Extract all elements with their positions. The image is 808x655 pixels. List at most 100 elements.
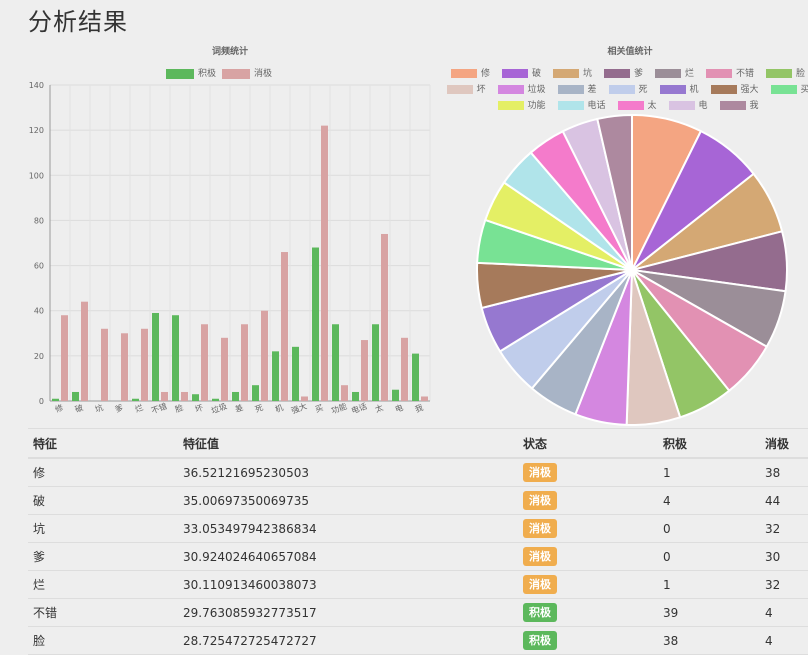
legend-label: 机 — [690, 85, 699, 95]
x-tick-label: 坏 — [194, 402, 205, 414]
page-title: 分析结果 — [28, 2, 128, 37]
pie-legend-item[interactable]: 太 — [618, 98, 657, 111]
x-tick-label: 破 — [74, 402, 85, 414]
legend-label: 坑 — [583, 69, 592, 79]
status-badge: 消极 — [523, 547, 557, 566]
pie-legend-item[interactable]: 功能 — [498, 98, 546, 111]
x-tick-label: 不错 — [150, 401, 168, 416]
pie-legend-item[interactable]: 坑 — [553, 66, 592, 79]
pie-legend-item[interactable]: 差 — [558, 82, 597, 95]
bar-positive — [392, 390, 399, 401]
cell-feature: 爹 — [28, 543, 178, 571]
status-badge: 消极 — [523, 519, 557, 538]
pie-legend-item[interactable]: 买 — [771, 82, 808, 95]
legend-label: 破 — [532, 69, 541, 79]
legend-label: 坏 — [477, 85, 486, 95]
bar-positive — [272, 351, 279, 401]
legend-swatch — [766, 69, 792, 78]
y-tick-label: 80 — [34, 216, 44, 225]
legend-swatch — [618, 101, 644, 110]
legend-swatch — [706, 69, 732, 78]
cell-positive: 4 — [658, 487, 760, 515]
pie-legend-item[interactable]: 不错 — [706, 66, 754, 79]
bar-positive — [332, 324, 339, 401]
bar-positive — [232, 392, 239, 401]
x-tick-label: 垃圾 — [210, 401, 228, 416]
pie-chart — [472, 112, 792, 432]
x-tick-label: 脸 — [174, 402, 185, 414]
pie-legend-item[interactable]: 死 — [609, 82, 648, 95]
bar-positive — [172, 315, 179, 401]
x-tick-label: 死 — [254, 403, 265, 414]
status-badge: 消极 — [523, 491, 557, 510]
pie-legend-item[interactable]: 电话 — [558, 98, 606, 111]
y-tick-label: 0 — [39, 397, 44, 406]
pie-legend-item[interactable]: 烂 — [655, 66, 694, 79]
bar-negative — [301, 396, 308, 401]
bar-negative — [221, 338, 228, 401]
bar-chart: 020406080100120140修破坑爹烂不错脸坏垃圾差死机强大买功能电话太… — [18, 78, 438, 428]
legend-label: 差 — [588, 85, 597, 95]
cell-feature: 脸 — [28, 627, 178, 655]
pie-legend-item[interactable]: 机 — [660, 82, 699, 95]
y-tick-label: 120 — [29, 126, 44, 135]
bar-negative — [81, 302, 88, 401]
pie-legend-item[interactable]: 脸 — [766, 66, 805, 79]
legend-swatch — [609, 85, 635, 94]
cell-feature: 烂 — [28, 571, 178, 599]
legend-swatch — [553, 69, 579, 78]
x-tick-label: 买 — [314, 403, 325, 414]
legend-label: 爹 — [634, 69, 643, 79]
cell-feature: 修 — [28, 458, 178, 487]
legend-swatch — [498, 101, 524, 110]
y-tick-label: 40 — [34, 307, 44, 316]
legend-swatch — [669, 101, 695, 110]
bar-positive — [192, 394, 199, 401]
header-status: 状态 — [518, 429, 658, 459]
cell-negative: 32 — [760, 571, 808, 599]
pie-legend-item[interactable]: 垃圾 — [498, 82, 546, 95]
cell-status: 消极 — [518, 458, 658, 487]
header-negative: 消极 — [760, 429, 808, 459]
pie-legend-item[interactable]: 爹 — [604, 66, 643, 79]
legend-label: 电 — [699, 101, 708, 111]
y-tick-label: 60 — [34, 262, 44, 271]
cell-status: 消极 — [518, 571, 658, 599]
x-tick-label: 电 — [394, 402, 405, 414]
pie-legend-item[interactable]: 坏 — [447, 82, 486, 95]
bar-negative — [61, 315, 68, 401]
legend-label: 死 — [639, 85, 648, 95]
cell-negative: 44 — [760, 487, 808, 515]
legend-swatch — [660, 85, 686, 94]
bar-positive — [52, 399, 59, 401]
pie-legend-item[interactable]: 强大 — [711, 82, 759, 95]
legend-swatch — [711, 85, 737, 94]
pie-legend-item[interactable]: 我 — [720, 98, 759, 111]
bar-positive — [412, 354, 419, 401]
pie-legend-item[interactable]: 破 — [502, 66, 541, 79]
cell-feature: 不错 — [28, 599, 178, 627]
bar-negative — [141, 329, 148, 401]
pie-legend-item[interactable]: 修 — [451, 66, 490, 79]
bar-negative — [421, 396, 428, 401]
bar-negative — [321, 126, 328, 401]
bar-positive — [312, 248, 319, 401]
cell-value: 36.52121695230503 — [178, 458, 518, 487]
pie-legend-item[interactable]: 电 — [669, 98, 708, 111]
bar-positive — [72, 392, 79, 401]
cell-status: 积极 — [518, 599, 658, 627]
legend-label: 垃圾 — [528, 85, 546, 95]
bar-positive — [212, 399, 219, 401]
cell-positive: 0 — [658, 543, 760, 571]
cell-feature: 坑 — [28, 515, 178, 543]
cell-value: 30.110913460038073 — [178, 571, 518, 599]
x-tick-label: 差 — [234, 402, 245, 414]
legend-label: 电话 — [588, 101, 606, 111]
table-header-row: 特征 特征值 状态 积极 消极 — [28, 429, 808, 459]
